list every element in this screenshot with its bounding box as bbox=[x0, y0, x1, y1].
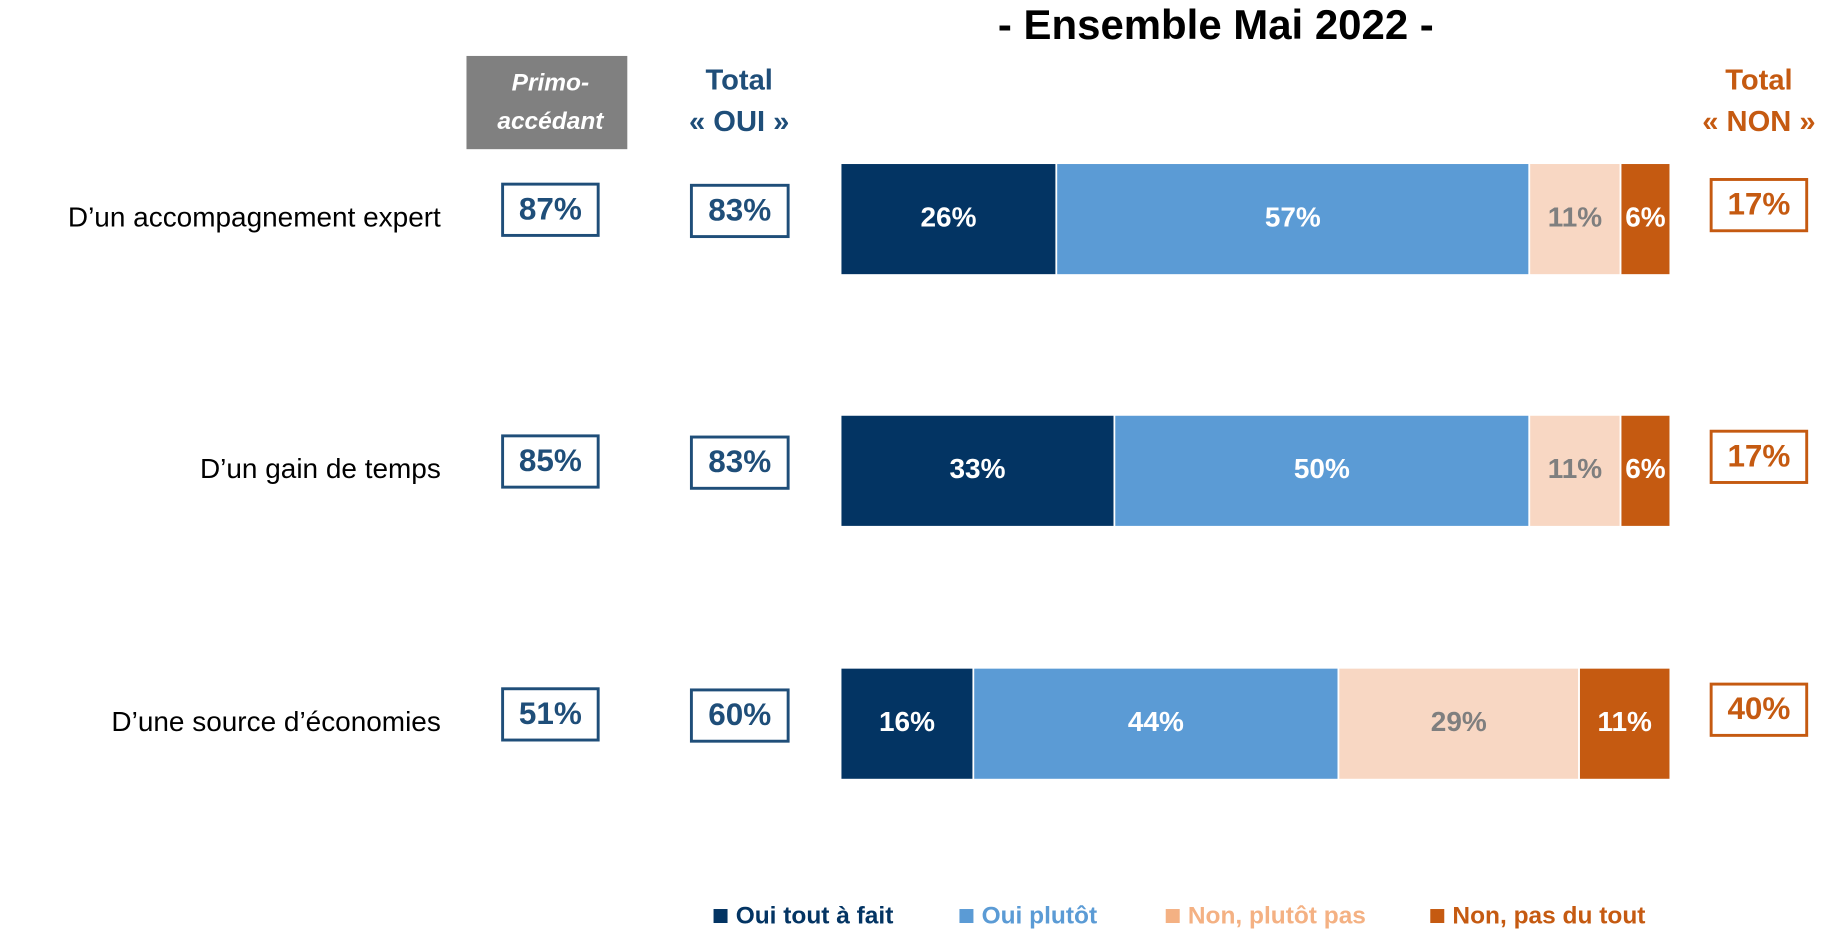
column-header: « NON » bbox=[1702, 106, 1815, 138]
legend-swatch bbox=[1430, 909, 1445, 924]
column-box bbox=[689, 435, 790, 490]
data-label: 11% bbox=[1548, 453, 1603, 484]
legend-label: Oui tout à fait bbox=[736, 903, 894, 930]
column-box bbox=[1709, 682, 1809, 737]
column-box bbox=[689, 688, 790, 743]
bar-segment bbox=[1578, 666, 1672, 781]
data-label: 6% bbox=[1625, 201, 1666, 232]
data-label: 44% bbox=[1128, 706, 1184, 737]
column-box bbox=[501, 182, 600, 237]
data-label: 57% bbox=[1265, 201, 1321, 232]
bar-segment bbox=[1528, 414, 1622, 528]
legend-label: Oui plutôt bbox=[982, 903, 1098, 930]
legend-swatch bbox=[713, 909, 728, 924]
bar-segment bbox=[1055, 162, 1531, 276]
data-label: 16% bbox=[879, 706, 935, 737]
legend-label: Non, plutôt pas bbox=[1188, 903, 1366, 930]
data-label: 6% bbox=[1625, 453, 1666, 484]
bar-segment bbox=[839, 666, 975, 781]
bar-segment bbox=[1619, 162, 1672, 276]
column-value: 83% bbox=[708, 444, 771, 479]
data-label: 29% bbox=[1431, 706, 1487, 737]
chart-title: - Ensemble Mai 2022 - bbox=[998, 1, 1434, 48]
category-label: D’une source d’économies bbox=[111, 706, 440, 737]
column-box bbox=[501, 434, 600, 489]
data-label: 50% bbox=[1294, 453, 1350, 484]
legend-swatch bbox=[959, 909, 974, 924]
column-box bbox=[1709, 178, 1809, 233]
bar-segment bbox=[972, 666, 1340, 781]
column-value: 17% bbox=[1727, 438, 1790, 473]
bar-segment bbox=[1113, 414, 1531, 528]
legend-swatch bbox=[1165, 909, 1180, 924]
data-label: 33% bbox=[950, 453, 1006, 484]
data-label: 11% bbox=[1598, 706, 1653, 737]
bar-segment bbox=[1528, 162, 1622, 276]
column-value: 83% bbox=[708, 192, 771, 227]
column-box bbox=[501, 687, 600, 742]
legend-label: Non, pas du tout bbox=[1452, 903, 1645, 930]
column-header: « OUI » bbox=[689, 106, 789, 138]
column-box bbox=[1709, 429, 1809, 484]
column-header: Total bbox=[705, 64, 772, 96]
column-header: Primo- bbox=[512, 69, 590, 96]
column-value: 51% bbox=[519, 696, 582, 731]
column-value: 87% bbox=[519, 191, 582, 226]
bar-segment bbox=[839, 162, 1058, 276]
bar-segment bbox=[1619, 414, 1672, 528]
column-header: Total bbox=[1725, 64, 1792, 96]
data-label: 11% bbox=[1548, 201, 1603, 232]
column-header: accédant bbox=[497, 108, 604, 135]
column-box bbox=[689, 183, 790, 239]
column-value: 60% bbox=[708, 697, 771, 732]
category-label: D’un accompagnement expert bbox=[68, 201, 441, 232]
column-value: 17% bbox=[1727, 187, 1790, 222]
category-label: D’un gain de temps bbox=[200, 453, 441, 484]
data-label: 26% bbox=[920, 201, 976, 232]
column-value: 85% bbox=[519, 443, 582, 478]
bar-segment bbox=[839, 414, 1116, 528]
column-header-bg bbox=[466, 55, 628, 150]
column-value: 40% bbox=[1727, 691, 1790, 726]
